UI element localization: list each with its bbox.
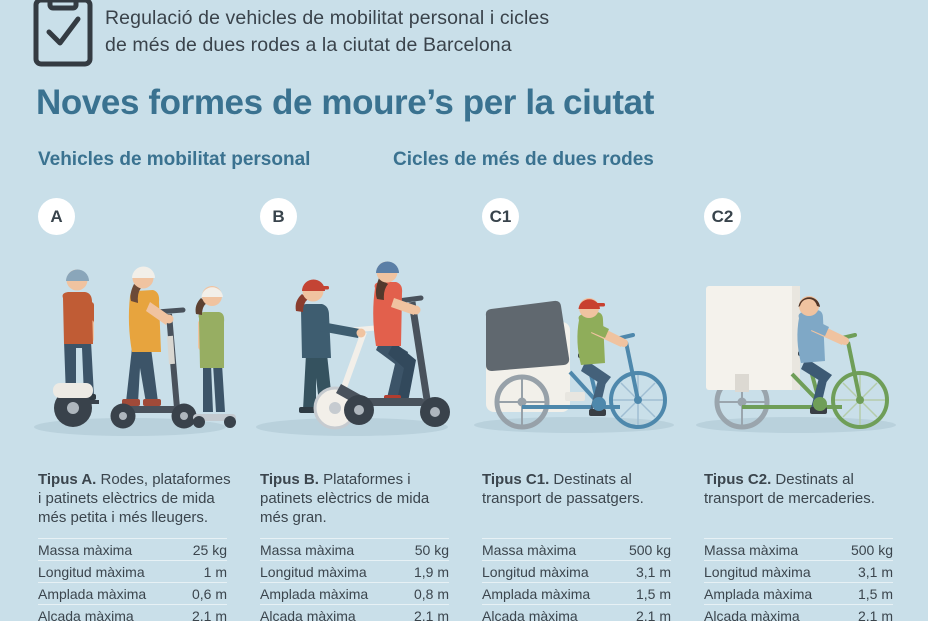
spec-label: Longitud màxima [38,563,145,580]
pedicab-illustration [470,254,682,444]
spec-value: 2,1 m [635,607,671,621]
category-description: Tipus A. Rodes, plataformes i patinets e… [38,470,234,527]
table-row: Massa màxima 500 kg [704,538,893,560]
spec-value: 0,8 m [413,585,449,602]
spec-label: Longitud màxima [482,563,589,580]
spec-value: 3,1 m [635,563,671,580]
table-row: Alçada màxima 2,1 m [704,604,893,621]
category-label: Tipus C1. [482,471,550,488]
spec-value: 50 kg [414,541,449,558]
spec-label: Massa màxima [38,541,133,558]
spec-label: Alçada màxima [260,607,356,621]
table-row: Alçada màxima 2,1 m [482,604,671,621]
spec-value: 500 kg [850,541,893,558]
spec-value: 2,1 m [857,607,893,621]
spec-label: Massa màxima [704,541,799,558]
table-row: Amplada màxima 0,6 m [38,582,227,604]
table-row: Longitud màxima 3,1 m [482,560,671,582]
spec-label: Amplada màxima [482,585,591,602]
clipboard-check-icon [30,0,96,75]
table-row: Amplada màxima 1,5 m [704,582,893,604]
badge-b: B [260,198,297,235]
table-row: Massa màxima 500 kg [482,538,671,560]
table-row: Alçada màxima 2,1 m [38,604,227,621]
spec-label: Amplada màxima [704,585,813,602]
spec-label: Massa màxima [260,541,355,558]
category-description: Tipus C2. Destinats al transport de merc… [704,470,900,508]
spec-table-a: Massa màxima 25 kg Longitud màxima 1 m A… [38,538,227,621]
spec-label: Amplada màxima [38,585,147,602]
spec-label: Alçada màxima [38,607,134,621]
spec-value: 0,6 m [191,585,227,602]
section-header-vmp: Vehicles de mobilitat personal [38,149,311,170]
spec-label: Massa màxima [482,541,577,558]
category-label: Tipus B. [260,471,319,488]
spec-value: 1,5 m [635,585,671,602]
spec-label: Longitud màxima [260,563,367,580]
table-row: Massa màxima 25 kg [38,538,227,560]
table-row: Longitud màxima 1,9 m [260,560,449,582]
page-title: Noves formes de moure’s per la ciutat [36,83,655,122]
spec-value: 2,1 m [191,607,227,621]
regulation-header-line1: Regulació de vehicles de mobilitat perso… [105,7,550,29]
spec-label: Longitud màxima [704,563,811,580]
regulation-header: Regulació de vehicles de mobilitat perso… [105,5,549,59]
segway-large-scooter-illustration [248,236,460,446]
category-text: Plataformes i patinets elèctrics de mida… [260,471,430,526]
spec-value: 500 kg [628,541,671,558]
badge-c2: C2 [704,198,741,235]
category-label: Tipus A. [38,471,97,488]
table-row: Massa màxima 50 kg [260,538,449,560]
regulation-header-line2: de més de dues rodes a la ciutat de Barc… [105,34,512,56]
table-row: Amplada màxima 0,8 m [260,582,449,604]
category-text: Destinats al transport de passatgers. [482,471,644,507]
spec-label: Amplada màxima [260,585,369,602]
category-a: A [34,198,236,621]
spec-table-c1: Massa màxima 500 kg Longitud màxima 3,1 … [482,538,671,621]
category-description: Tipus C1. Destinats al transport de pass… [482,470,678,508]
badge-c1: C1 [482,198,519,235]
category-c1: C1 [474,198,674,621]
spec-label: Alçada màxima [704,607,800,621]
spec-value: 3,1 m [857,563,893,580]
spec-value: 1,5 m [857,585,893,602]
category-description: Tipus B. Plataformes i patinets elèctric… [260,470,456,527]
table-row: Amplada màxima 1,5 m [482,582,671,604]
spec-table-c2: Massa màxima 500 kg Longitud màxima 3,1 … [704,538,893,621]
spec-value: 2,1 m [413,607,449,621]
cargo-trike-illustration [692,254,904,444]
table-row: Alçada màxima 2,1 m [260,604,449,621]
monowheel-scooter-hoverboard-illustration [26,236,238,446]
spec-label: Alçada màxima [482,607,578,621]
spec-value: 25 kg [192,541,227,558]
table-row: Longitud màxima 1 m [38,560,227,582]
category-c2: C2 [696,198,896,621]
spec-value: 1,9 m [413,563,449,580]
badge-a: A [38,198,75,235]
section-header-cicles: Cicles de més de dues rodes [393,149,654,170]
table-row: Longitud màxima 3,1 m [704,560,893,582]
category-b: B [256,198,452,621]
category-label: Tipus C2. [704,471,772,488]
spec-value: 1 m [203,563,227,580]
category-text: Rodes, plataformes i patinets elèctrics … [38,471,231,526]
category-text: Destinats al transport de mercaderies. [704,471,875,507]
spec-table-b: Massa màxima 50 kg Longitud màxima 1,9 m… [260,538,449,621]
